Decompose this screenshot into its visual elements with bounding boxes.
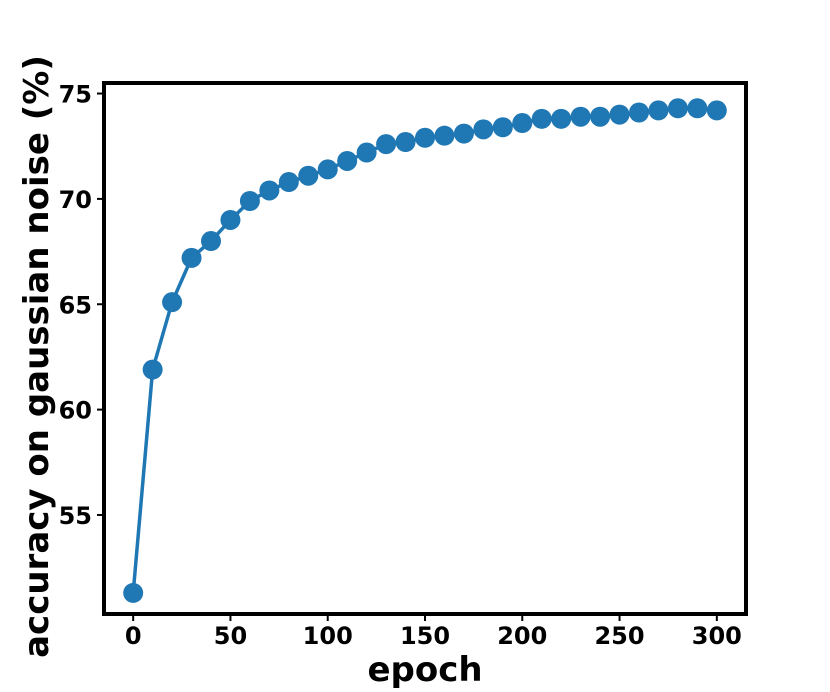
x-tick-label: 300 <box>692 622 742 650</box>
data-point <box>162 292 183 313</box>
y-tick-label: 75 <box>59 81 92 109</box>
data-point <box>181 247 202 268</box>
data-point <box>648 100 669 121</box>
y-axis-title: accuracy on gaussian noise (%) <box>17 55 57 658</box>
y-axis: 55 60 65 70 75 <box>59 81 104 530</box>
data-point <box>629 102 649 123</box>
x-tick-label: 0 <box>125 622 142 650</box>
data-point <box>142 359 163 380</box>
y-tick-label: 60 <box>59 397 92 425</box>
data-point <box>687 98 708 119</box>
data-point <box>239 191 260 211</box>
x-axis-title: epoch <box>367 650 482 690</box>
data-point <box>434 125 455 146</box>
series-line <box>131 106 718 594</box>
data-point <box>415 127 435 148</box>
x-tick-label: 150 <box>400 622 450 650</box>
y-tick-label: 70 <box>59 186 92 214</box>
data-point <box>337 150 358 171</box>
data-point <box>278 172 299 193</box>
data-point <box>201 231 221 252</box>
data-point <box>123 582 144 603</box>
data-point <box>667 98 688 119</box>
data-point <box>609 104 630 125</box>
data-point <box>220 209 241 230</box>
data-point <box>298 165 319 186</box>
data-point <box>551 108 572 129</box>
data-point <box>259 180 280 201</box>
y-tick-label: 55 <box>59 502 92 530</box>
data-point <box>453 123 474 144</box>
data-point <box>317 159 338 180</box>
data-point <box>531 108 552 129</box>
data-point <box>706 100 727 121</box>
data-point <box>395 132 416 152</box>
data-point <box>376 134 397 155</box>
x-tick-label: 200 <box>497 622 547 650</box>
plot-area <box>123 98 727 603</box>
plot-frame <box>102 81 748 616</box>
data-point <box>570 106 591 127</box>
data-point <box>512 113 533 134</box>
data-point <box>473 119 494 140</box>
y-tick-label: 65 <box>59 291 92 319</box>
x-axis: 0 50 100 150 200 250 300 <box>125 614 742 650</box>
data-point <box>492 117 513 138</box>
data-point <box>590 106 611 127</box>
x-tick-label: 250 <box>594 622 644 650</box>
x-tick-label: 100 <box>303 622 353 650</box>
data-point <box>356 142 377 163</box>
x-tick-label: 50 <box>214 622 247 650</box>
